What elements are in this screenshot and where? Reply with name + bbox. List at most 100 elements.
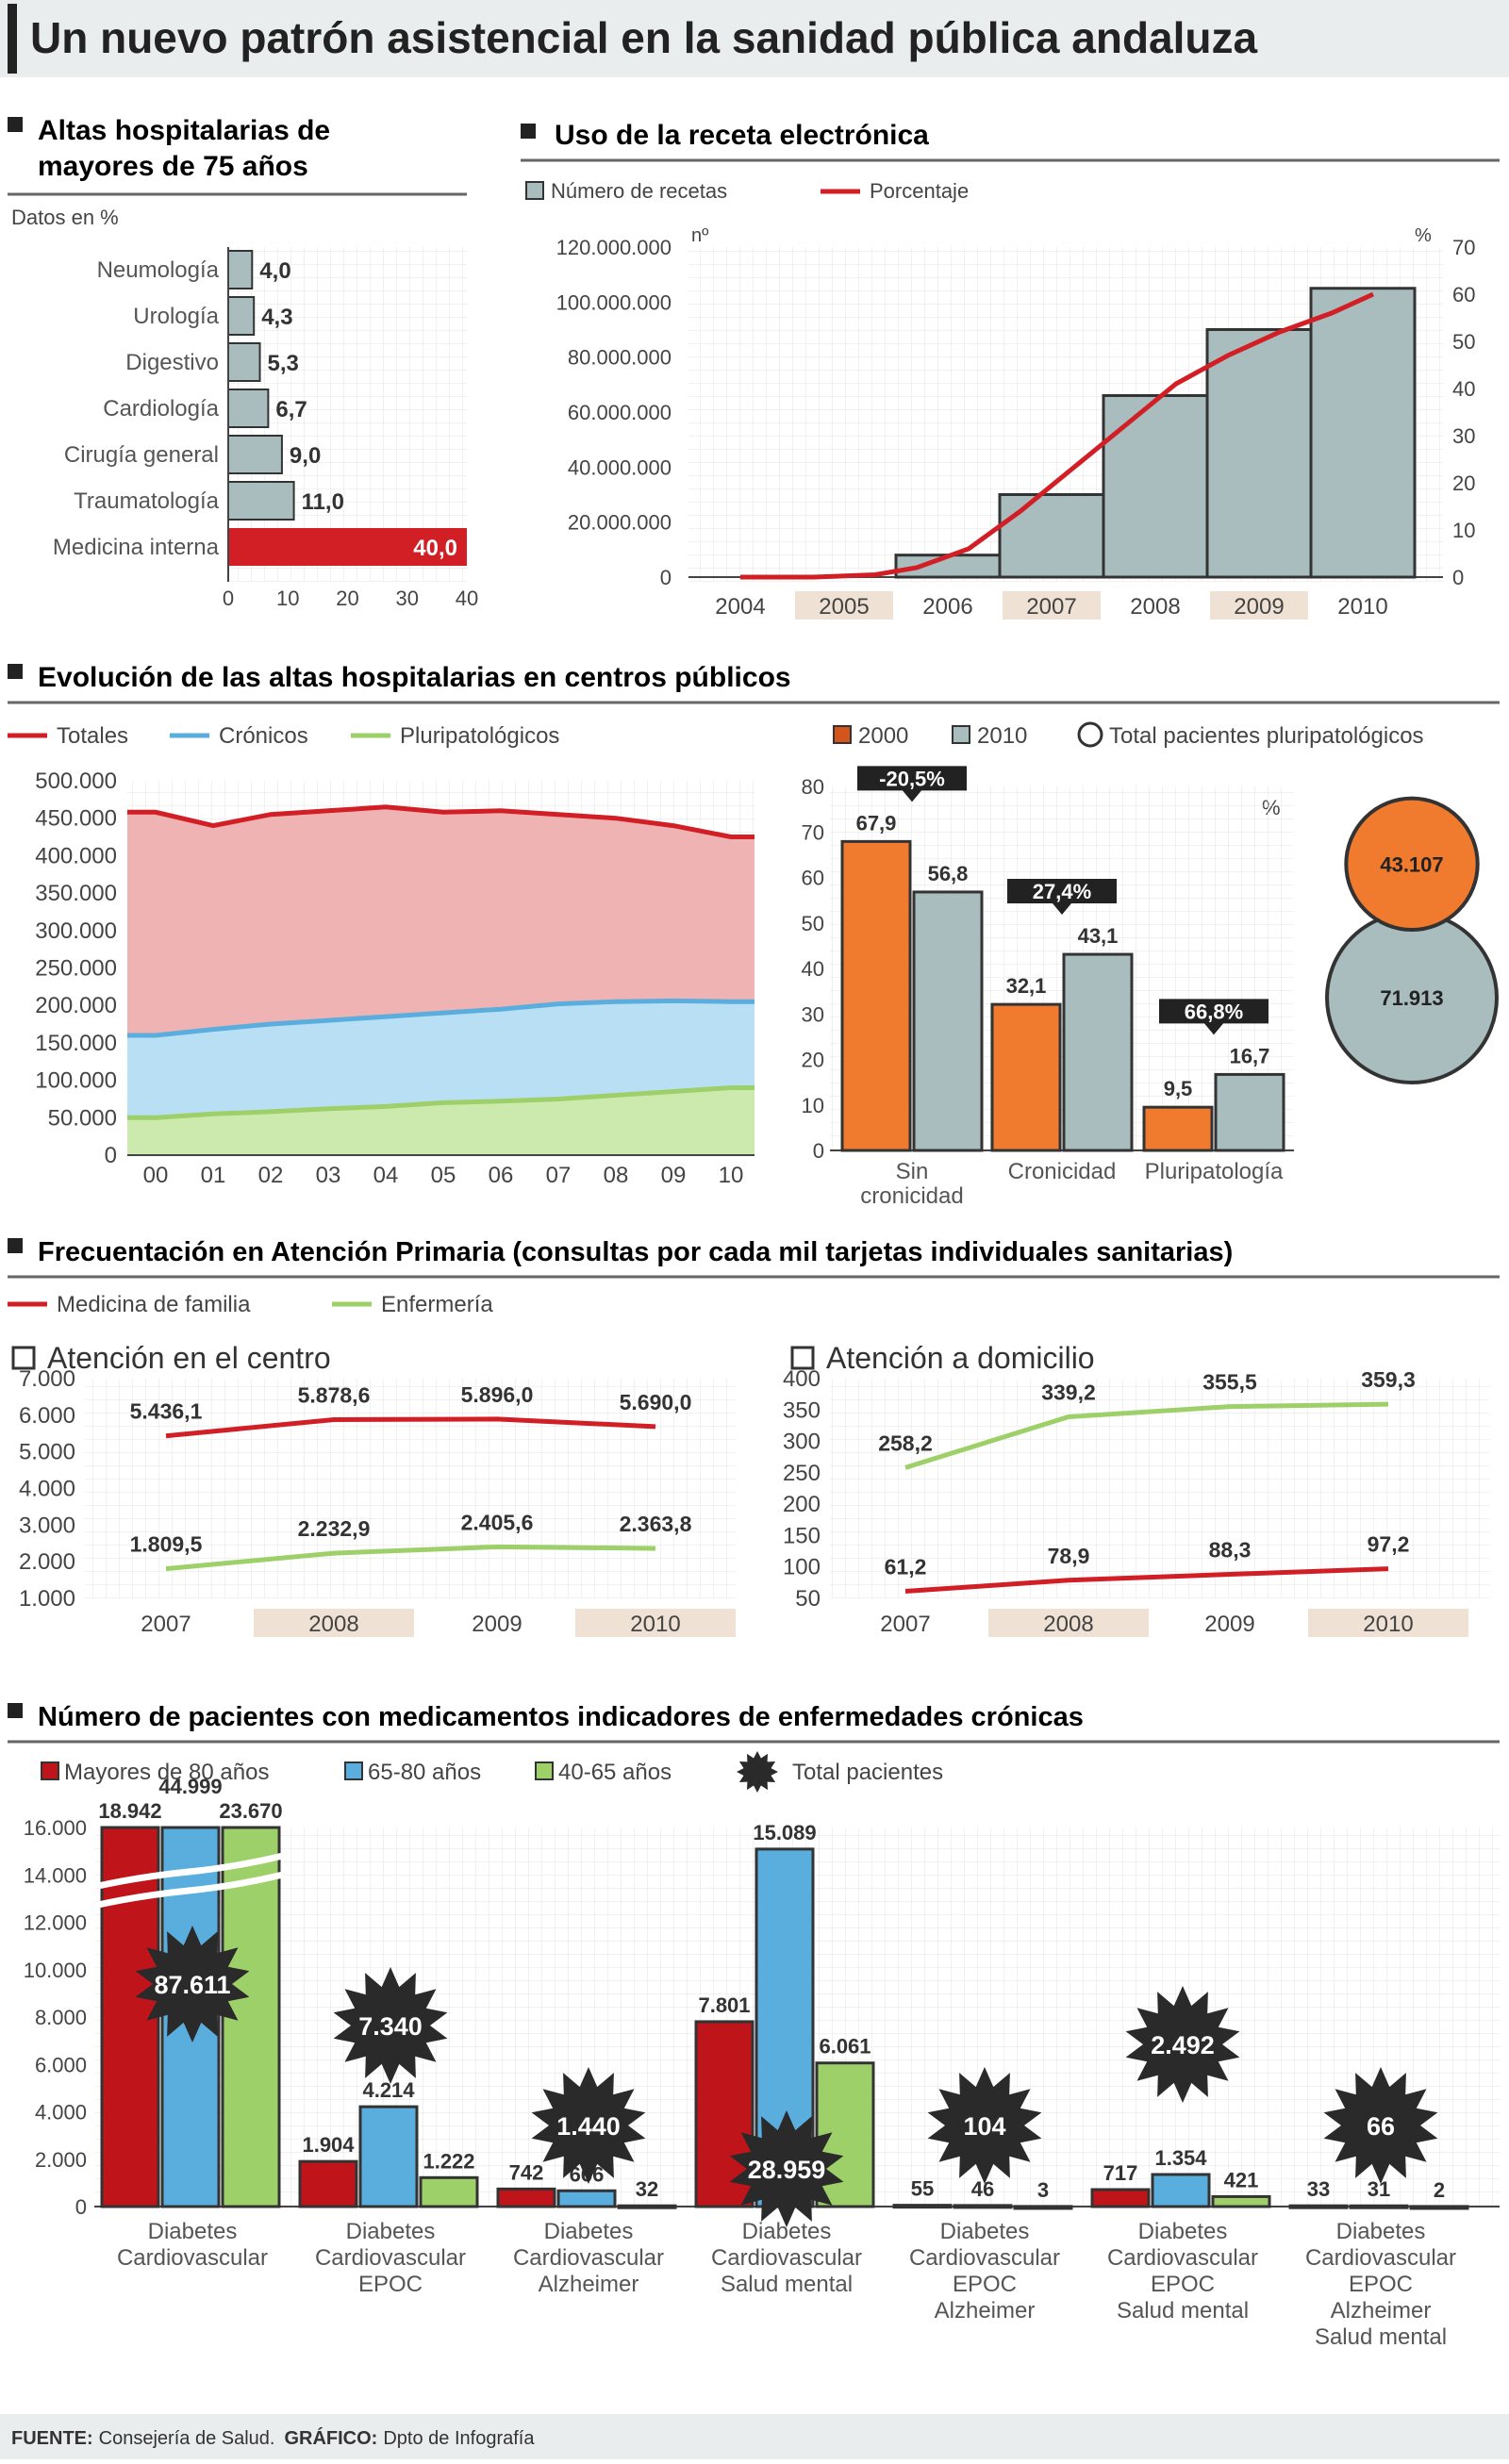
cronicidad-y-tick-1: 70 — [802, 820, 824, 844]
pacientes-value-label: 1.904 — [302, 2133, 355, 2157]
pacientes-y-tick-0: 16.000 — [24, 1816, 87, 1840]
receta-y-tick-2: 80.000.000 — [568, 346, 672, 370]
pacientes-category-label: Diabetes — [346, 2219, 436, 2244]
evolucion-x-tick: 09 — [661, 1163, 687, 1188]
pacientes-total-star — [135, 1926, 250, 2042]
pacientes-y-tick-4: 8.000 — [35, 2006, 87, 2029]
evolucion-x-tick: 03 — [316, 1163, 341, 1188]
receta-y-tick-5: 20.000.000 — [568, 511, 672, 535]
cronicidad-change-label: -20,5% — [879, 767, 945, 790]
receta-y2-tick: 40 — [1452, 377, 1475, 401]
centro-chart: 7.000 6.000 5.000 4.000 3.000 2.000 1.000 5.436… — [19, 1366, 736, 1637]
evolucion-legend-pluri: Pluripatológicos — [400, 723, 559, 749]
cronicidad-bar-2010 — [912, 890, 984, 1152]
pacientes-bar-2 — [1409, 2205, 1469, 2210]
altas75-x-tick: 30 — [396, 587, 419, 610]
centro-y-tick-2: 5.000 — [19, 1440, 75, 1465]
altas75-category-label: Cardiología — [103, 396, 219, 422]
altas75-value-label: 40,0 — [413, 536, 457, 561]
cronicidad-legend-total: Total pacientes pluripatológicos — [1109, 723, 1424, 749]
domicilio-x-tick: 2010 — [1363, 1612, 1413, 1637]
centro-x-tick: 2009 — [472, 1612, 522, 1637]
pacientes-axis-break-1 — [97, 1852, 284, 1890]
centro-subtitle-box — [11, 1346, 36, 1370]
cronicidad-category-label: Sin — [896, 1159, 929, 1184]
evolucion-y-tick-4: 300.000 — [35, 918, 117, 944]
pacientes-value-label: 717 — [1103, 2161, 1138, 2185]
altas75-title-line1: Altas hospitalarias de — [38, 115, 330, 146]
evolucion-y-tick-10: 0 — [105, 1143, 117, 1168]
cronicidad-legend-2010: 2010 — [977, 723, 1027, 749]
main-title: Un nuevo patrón asistencial en la sanida… — [30, 13, 1258, 62]
domicilio-line-medicina — [904, 1566, 1389, 1594]
domicilio-y-tick-6: 100 — [783, 1555, 821, 1580]
pacientes-bar-2 — [617, 2204, 677, 2209]
receta-y2-unit: % — [1415, 225, 1432, 246]
pacientes-legend-80: Mayores de 80 años — [64, 1760, 269, 1785]
footer-text: FUENTE: Consejería de Salud. GRÁFICO: Dpto … — [11, 2427, 535, 2449]
section-marker-frecuentacion — [8, 1238, 23, 1253]
pacientes-category-label: EPOC — [358, 2272, 423, 2297]
footer-grafico: Dpto de Infografía — [383, 2428, 535, 2449]
evolucion-y-tick-2: 400.000 — [35, 843, 117, 868]
cronicidad-change-badge — [857, 766, 967, 802]
cronicidad-change-badge — [1159, 999, 1269, 1035]
evolucion-y-tick-7: 150.000 — [35, 1031, 117, 1056]
receta-x-tick-highlight — [1210, 591, 1308, 620]
evolucion-x-tick: 00 — [143, 1163, 169, 1188]
cronicidad-y-tick-7: 10 — [802, 1094, 824, 1117]
pacientes-total-label: 66 — [1367, 2112, 1395, 2141]
cronicidad-legend-swatch-circle — [1077, 721, 1103, 748]
cronicidad-legend-swatch-2000 — [833, 725, 852, 744]
pacientes-bar-0 — [1090, 2188, 1151, 2208]
pacientes-legend-swatch-40 — [535, 1761, 554, 1780]
centro-x-tick: 2010 — [630, 1612, 680, 1637]
altas75-bar — [227, 296, 256, 336]
altas75-category-label: Urología — [133, 304, 219, 329]
pacientes-value-label: 32 — [636, 2177, 658, 2201]
cronicidad-value-label: 9,5 — [1164, 1077, 1193, 1100]
cronicidad-circle-2000 — [1344, 796, 1480, 933]
altas75-title-line2: mayores de 75 años — [38, 151, 308, 182]
footer-grafico-label: GRÁFICO: — [284, 2427, 377, 2449]
cronicidad-category-label: cronicidad — [860, 1183, 963, 1209]
altas75-bar — [227, 389, 270, 428]
pacientes-value-label: 44.999 — [158, 1775, 222, 1798]
altas75-x-tick: 0 — [223, 587, 234, 610]
cronicidad-change-label: 66,8% — [1185, 1000, 1243, 1023]
receta-y2-tick: 0 — [1452, 566, 1464, 589]
centro-y-tick-0: 7.000 — [19, 1366, 75, 1392]
receta-x-tick: 2004 — [715, 594, 765, 620]
pacientes-bar-0 — [892, 2204, 953, 2209]
pacientes-category-label: Salud mental — [1117, 2298, 1249, 2323]
evolucion-line-pluri — [127, 1085, 754, 1120]
footer-fuente: Consejería de Salud. — [99, 2428, 275, 2449]
receta-x-tick: 2006 — [922, 594, 972, 620]
altas75-value-label: 5,3 — [268, 351, 299, 376]
cronicidad-bar-2000 — [990, 1002, 1062, 1152]
pacientes-bar-2 — [419, 2175, 479, 2208]
receta-y-tick-3: 60.000.000 — [568, 401, 672, 424]
receta-y2-tick: 60 — [1452, 283, 1475, 306]
pacientes-category-label: Cardiovascular — [315, 2245, 466, 2271]
pacientes-y-tick-7: 2.000 — [35, 2148, 87, 2172]
pacientes-value-label: 2 — [1434, 2178, 1445, 2202]
cronicidad-y-tick-6: 20 — [802, 1049, 824, 1072]
cronicidad-y-tick-5: 30 — [802, 1002, 824, 1026]
pacientes-legend-40: 40-65 años — [558, 1760, 672, 1785]
centro-x-tick: 2008 — [308, 1612, 358, 1637]
receta-legend-swatch-recetas — [525, 181, 544, 200]
receta-legend-percent: Porcentaje — [870, 179, 969, 203]
centro-y-tick-6: 1.000 — [19, 1586, 75, 1612]
footer-fuente-label: FUENTE: — [11, 2428, 93, 2449]
cronicidad-chart: 80 70 60 50 40 30 20 10 0 67,9 56,8 -20,5% Sincronic… — [802, 766, 1499, 1209]
pacientes-value-label: 33 — [1307, 2177, 1330, 2201]
pacientes-value-label: 1.354 — [1154, 2146, 1207, 2170]
altas75-value-label: 9,0 — [290, 443, 321, 469]
receta-x-tick: 2007 — [1026, 594, 1076, 620]
evolucion-x-tick: 01 — [201, 1163, 226, 1188]
pacientes-title: Número de pacientes con medicamentos ind… — [38, 1702, 1084, 1732]
pacientes-category-label: Diabetes — [940, 2219, 1030, 2244]
cronicidad-change-badge — [1007, 879, 1117, 916]
